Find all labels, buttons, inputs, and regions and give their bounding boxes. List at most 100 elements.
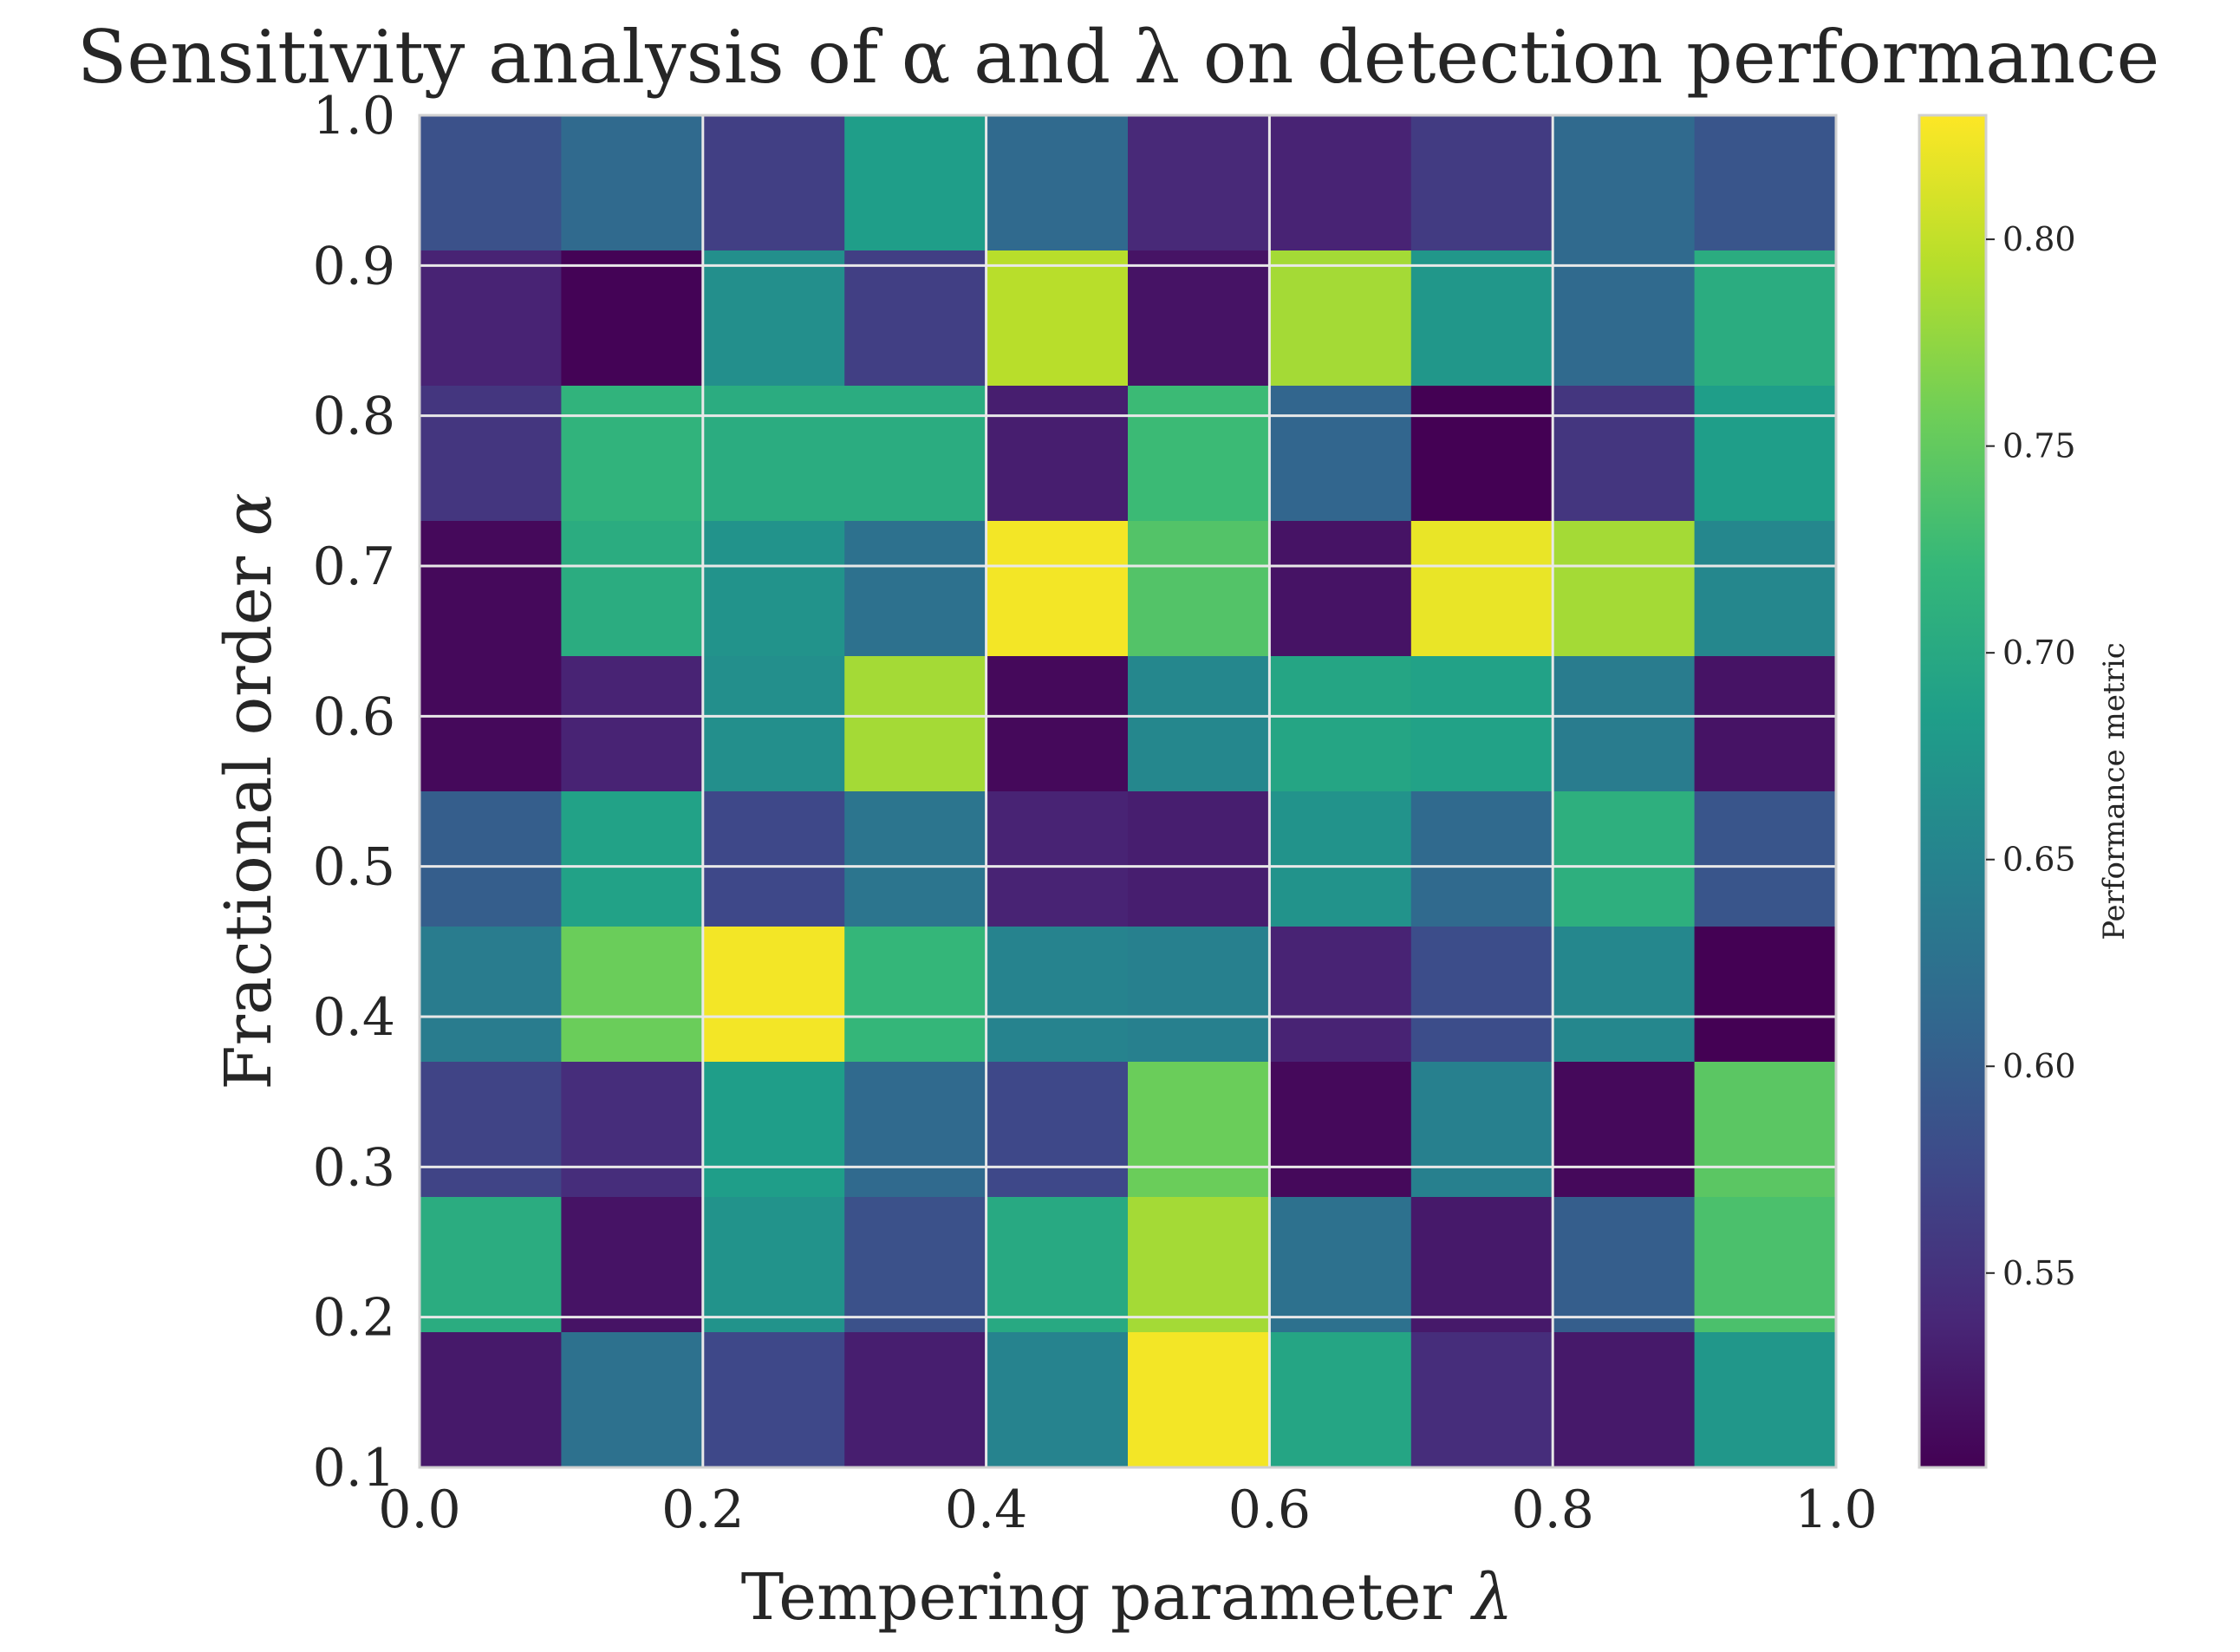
colorbar-label: Performance metric <box>2097 642 2132 940</box>
heatmap-cell <box>1410 250 1553 387</box>
heatmap-cell <box>702 521 845 657</box>
heatmap-cell <box>1553 521 1696 657</box>
heatmap-cell <box>702 1332 845 1468</box>
heatmap-cell <box>1269 250 1412 387</box>
heatmap-cell <box>561 386 704 522</box>
heatmap-cell <box>561 656 704 792</box>
colorbar-tick-label: 0.55 <box>2002 1254 2076 1292</box>
y-tick-label: 0.4 <box>313 987 395 1048</box>
y-tick-label: 0.7 <box>313 537 395 597</box>
heatmap-cell <box>1128 1332 1270 1468</box>
heatmap-cell <box>844 1197 987 1333</box>
heatmap-cell <box>1694 1197 1837 1333</box>
heatmap-cell <box>702 656 845 792</box>
heatmap-cell <box>986 1332 1129 1468</box>
heatmap-cell <box>1128 1062 1270 1198</box>
heatmap-cell <box>561 250 704 387</box>
heatmap-cell <box>1694 1332 1837 1468</box>
x-tick-label: 0.2 <box>661 1480 744 1540</box>
heatmap-cell <box>420 1332 562 1468</box>
colorbar <box>1918 114 1988 1469</box>
heatmap-cell <box>1694 115 1837 251</box>
heatmap-cell <box>561 1062 704 1198</box>
heatmap-cell <box>1269 521 1412 657</box>
heatmap-cell <box>1269 1332 1412 1468</box>
x-axis-label-text: Tempering parameter <box>741 1560 1473 1635</box>
heatmap-cell <box>844 1062 987 1198</box>
heatmap-cell <box>1553 927 1696 1063</box>
y-tick-label: 0.2 <box>313 1288 395 1349</box>
heatmap-cells <box>420 115 1837 1468</box>
heatmap-cell <box>1694 1062 1837 1198</box>
x-tick-label: 0.6 <box>1228 1480 1311 1540</box>
y-axis-ticks: 0.1 0.2 0.3 0.4 0.5 0.6 0.7 0.8 0.9 1.0 <box>313 86 395 1499</box>
heatmap-cell <box>561 927 704 1063</box>
heatmap-cell <box>1694 927 1837 1063</box>
heatmap-cell <box>561 521 704 657</box>
heatmap-cell <box>1410 791 1553 927</box>
heatmap-cell <box>1694 250 1837 387</box>
heatmap-cell <box>1553 1197 1696 1333</box>
heatmap-cell <box>561 791 704 927</box>
colorbar-tick-label: 0.60 <box>2002 1047 2076 1085</box>
y-axis-label-symbol: α <box>212 492 286 536</box>
heatmap-cell <box>844 386 987 522</box>
y-tick-label: 0.3 <box>313 1137 395 1198</box>
heatmap-cell <box>986 386 1129 522</box>
heatmap-cell <box>420 791 562 927</box>
y-tick-label: 0.1 <box>313 1438 395 1499</box>
heatmap-cell <box>1128 250 1270 387</box>
heatmap-cell <box>1128 791 1270 927</box>
x-tick-label: 0.0 <box>378 1480 460 1540</box>
heatmap-cell <box>1553 1332 1696 1468</box>
heatmap-cell <box>1128 386 1270 522</box>
y-tick-label: 0.9 <box>313 236 395 296</box>
heatmap-cell <box>986 1197 1129 1333</box>
heatmap-cell <box>702 1062 845 1198</box>
heatmap-cell <box>1553 250 1696 387</box>
heatmap-cell <box>844 791 987 927</box>
heatmap-cell <box>1128 115 1270 251</box>
x-axis-ticks: 0.0 0.2 0.4 0.6 0.8 1.0 <box>378 1480 1877 1540</box>
heatmap-cell <box>702 791 845 927</box>
heatmap-cell <box>1553 386 1696 522</box>
heatmap-cell <box>1269 791 1412 927</box>
heatmap-cell <box>420 1062 562 1198</box>
heatmap-cell <box>844 521 987 657</box>
heatmap-cell <box>1410 927 1553 1063</box>
x-tick-label: 1.0 <box>1794 1480 1877 1540</box>
heatmap-cell <box>1410 521 1553 657</box>
heatmap-cell <box>561 1197 704 1333</box>
heatmap-cell <box>1553 115 1696 251</box>
heatmap-cell <box>702 386 845 522</box>
heatmap-cell <box>1694 521 1837 657</box>
heatmap-cell <box>986 791 1129 927</box>
y-tick-label: 0.5 <box>313 837 395 898</box>
colorbar-tick-label: 0.75 <box>2002 427 2076 465</box>
heatmap-cell <box>1553 656 1696 792</box>
heatmap-cell <box>702 927 845 1063</box>
x-tick-label: 0.4 <box>945 1480 1027 1540</box>
colorbar-tick-label: 0.65 <box>2002 841 2076 879</box>
heatmap-cell <box>561 1332 704 1468</box>
heatmap-cell <box>986 521 1129 657</box>
heatmap-cell <box>844 250 987 387</box>
heatmap-cell <box>420 656 562 792</box>
heatmap-cell <box>1410 1062 1553 1198</box>
heatmap-cell <box>1410 656 1553 792</box>
heatmap-cell <box>420 250 562 387</box>
heatmap-cell <box>986 250 1129 387</box>
heatmap-cell <box>1694 386 1837 522</box>
y-tick-label: 0.6 <box>313 686 395 747</box>
heatmap-cell <box>702 250 845 387</box>
heatmap-cell <box>702 115 845 251</box>
heatmap-cell <box>1269 1062 1412 1198</box>
heatmap-cell <box>420 115 562 251</box>
colorbar-ticks: 0.55 0.60 0.65 0.70 0.75 0.80 <box>1986 220 2076 1292</box>
heatmap-cell <box>420 521 562 657</box>
heatmap-cell <box>1410 115 1553 251</box>
heatmap-cell <box>1269 1197 1412 1333</box>
heatmap-cell <box>1128 927 1270 1063</box>
heatmap-cell <box>844 115 987 251</box>
